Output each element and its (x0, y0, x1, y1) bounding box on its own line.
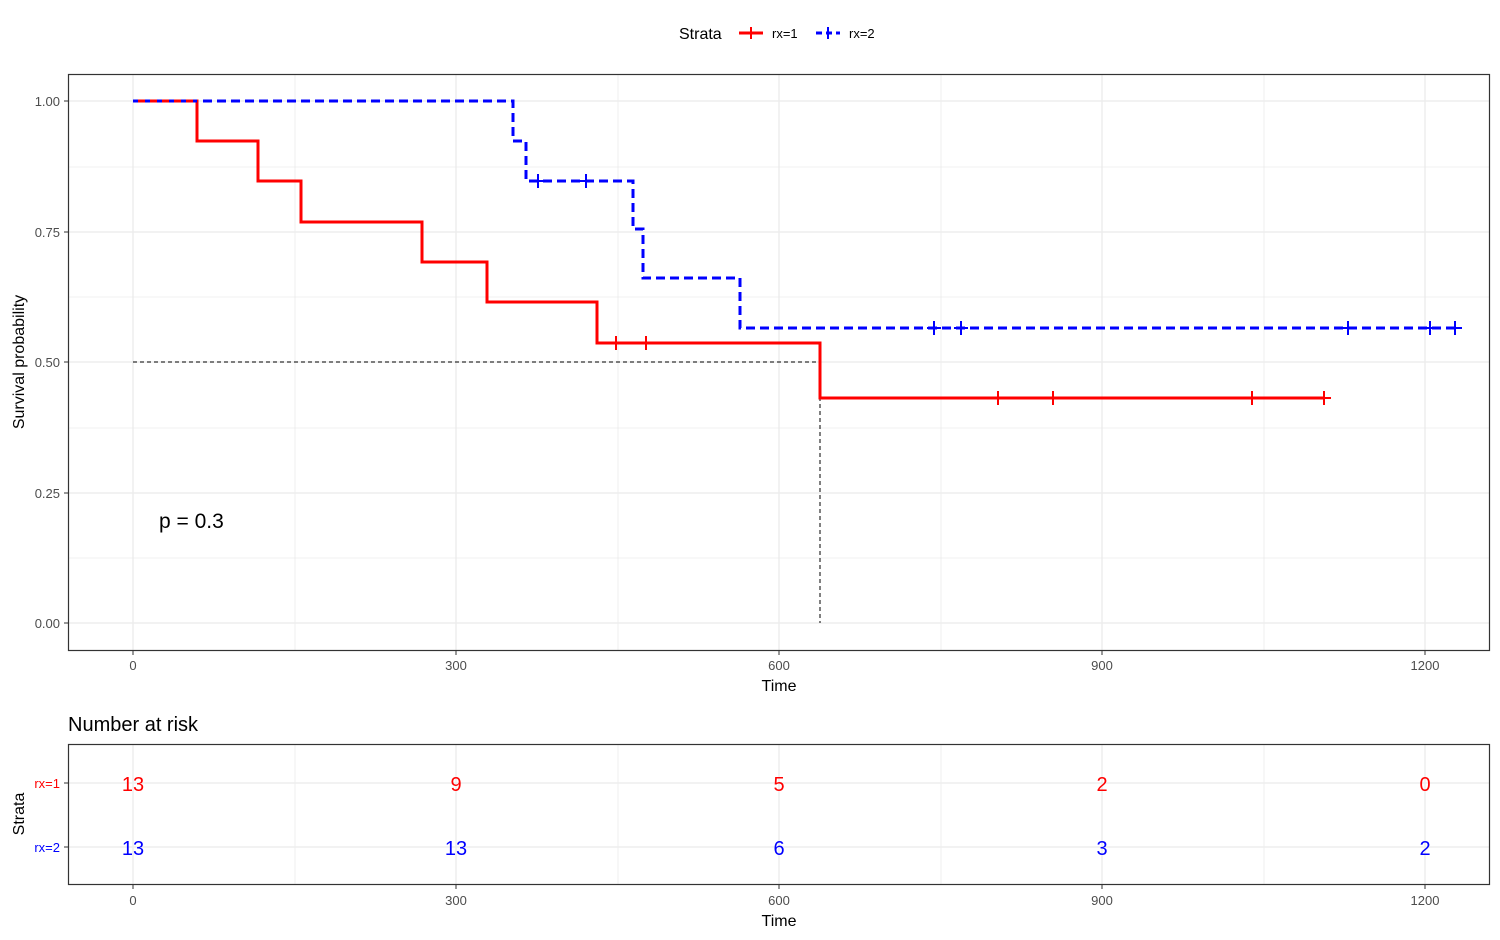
risk-minor-grid (294, 745, 1265, 884)
risk-x-axis-title: Time (762, 913, 797, 930)
plot-border (67, 73, 1491, 652)
x-axis-labels: 0 300 600 900 1200 (129, 658, 1439, 673)
curve-rx1 (133, 99, 1324, 400)
risk-x-labels: 0 300 600 900 1200 (129, 893, 1439, 908)
risk-y-ticks (64, 782, 68, 848)
risk-cell: 13 (122, 774, 144, 796)
x-tick-label: 300 (445, 658, 467, 673)
y-tick-label: 0.00 (35, 616, 60, 631)
legend-key-rx1-icon (739, 27, 763, 39)
x-tick-label: 600 (768, 658, 790, 673)
y-axis-labels: 1.00 0.75 0.50 0.25 0.00 (35, 94, 60, 631)
risk-cell: 3 (1096, 838, 1107, 860)
y-axis-title: Survival probability (11, 295, 28, 429)
risk-cell: 13 (122, 838, 144, 860)
legend-title: Strata (679, 26, 722, 43)
x-axis-title: Time (762, 678, 797, 695)
risk-x-ticks (132, 885, 1426, 889)
x-tick-label: 900 (1091, 658, 1113, 673)
y-tick-label: 0.75 (35, 225, 60, 240)
legend-label-rx2: rx=2 (849, 26, 875, 41)
strata-label-rx1: rx=1 (34, 776, 60, 791)
risk-table-title: Number at risk (68, 714, 199, 736)
censor-marks-rx2 (531, 174, 1462, 335)
y-tick-label: 1.00 (35, 94, 60, 109)
x-tick-label: 1200 (1411, 893, 1440, 908)
y-tick-label: 0.50 (35, 355, 60, 370)
risk-cell: 6 (773, 838, 784, 860)
risk-cell: 9 (450, 774, 461, 796)
risk-table: Number at risk 13 9 5 2 0 13 13 6 (11, 714, 1491, 930)
risk-major-grid (69, 745, 1489, 884)
legend: Strata rx=1 rx=2 (679, 26, 875, 43)
x-tick-label: 900 (1091, 893, 1113, 908)
median-survival-line (133, 361, 821, 623)
x-tick-label: 0 (129, 893, 136, 908)
curve-rx2 (133, 99, 1455, 330)
risk-cell: 13 (445, 838, 467, 860)
p-value-annotation: p = 0.3 (159, 510, 224, 533)
y-tick-label: 0.25 (35, 486, 60, 501)
x-axis-ticks (132, 651, 1426, 655)
x-tick-label: 600 (768, 893, 790, 908)
legend-label-rx1: rx=1 (772, 26, 798, 41)
y-axis-ticks (64, 100, 68, 624)
risk-cell: 2 (1096, 774, 1107, 796)
risk-cell: 5 (773, 774, 784, 796)
x-tick-label: 1200 (1411, 658, 1440, 673)
legend-key-rx2-icon (816, 27, 840, 39)
survival-plot-panel: p = 0.3 1.00 0.75 0.50 0.25 0.00 0 (11, 73, 1491, 695)
x-tick-label: 300 (445, 893, 467, 908)
risk-cell: 0 (1419, 774, 1430, 796)
x-tick-label: 0 (129, 658, 136, 673)
risk-table-border (67, 743, 1491, 886)
risk-y-axis-title: Strata (11, 793, 28, 836)
risk-cell: 2 (1419, 838, 1430, 860)
censor-marks-rx1 (609, 336, 1331, 405)
risk-row-rx2: 13 13 6 3 2 (122, 838, 1431, 860)
risk-row-rx1: 13 9 5 2 0 (122, 774, 1431, 796)
strata-label-rx2: rx=2 (34, 840, 60, 855)
